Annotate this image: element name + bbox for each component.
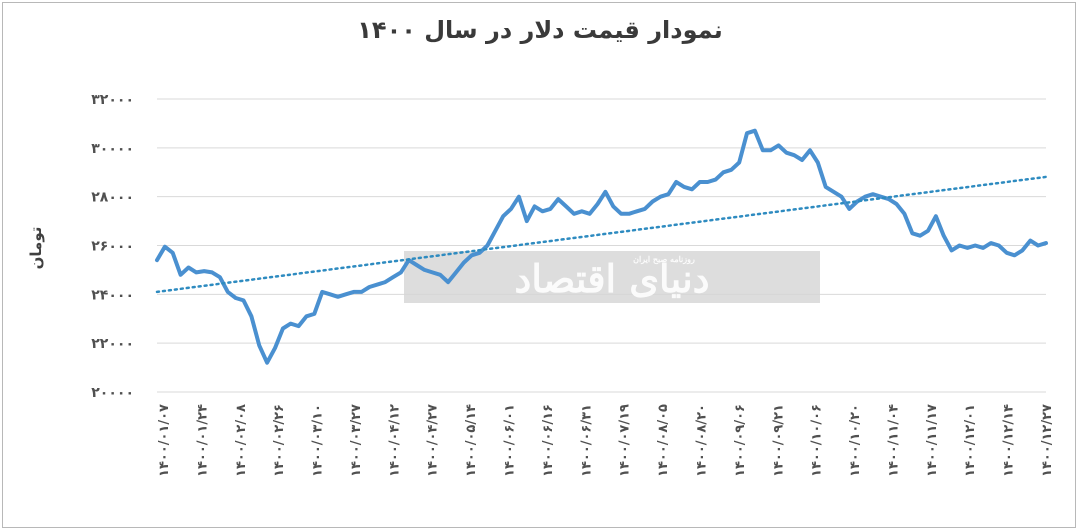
x-tick-label: ۱۴۰۰/۰۶/۱۶ [541, 404, 556, 477]
x-tick-label: ۱۴۰۰/۱۲/۱۴ [1002, 404, 1017, 477]
x-tick-label: ۱۴۰۰/۰۳/۱۰ [311, 404, 326, 477]
x-tick-label: ۱۴۰۰/۰۱/۰۷ [157, 404, 172, 477]
y-tick-label: ۳۲۰۰۰ [91, 92, 134, 108]
x-tick-label: ۱۴۰۰/۰۹/۰۶ [733, 404, 748, 477]
y-tick-label: ۲۸۰۰۰ [91, 190, 134, 206]
x-tick-label: ۱۴۰۰/۰۴/۱۲ [387, 404, 402, 477]
watermark-subtext: روزنامه صبح ایران [633, 254, 695, 265]
x-tick-label: ۱۴۰۰/۱۱/۱۷ [925, 404, 940, 477]
price-line [155, 128, 1048, 365]
x-tick-label: ۱۴۰۰/۰۲/۰۸ [234, 404, 249, 477]
y-tick-labels: ۲۰۰۰۰ ۲۲۰۰۰ ۲۴۰۰۰ ۲۶۰۰۰ ۲۸۰۰۰ ۳۰۰۰۰ ۳۲۰۰۰ [91, 92, 134, 401]
trendline [155, 175, 1048, 294]
x-tick-label: ۱۴۰۰/۰۱/۲۴ [195, 404, 210, 477]
y-tick-label: ۳۰۰۰۰ [91, 141, 134, 157]
x-tick-label: ۱۴۰۰/۱۲/۰۱ [963, 404, 978, 477]
y-tick-label: ۲۲۰۰۰ [91, 336, 134, 352]
y-tick-label: ۲۶۰۰۰ [91, 239, 134, 255]
x-tick-label: ۱۴۰۰/۱۰/۲۰ [848, 404, 863, 477]
y-tick-label: ۲۰۰۰۰ [91, 385, 134, 401]
series-layer [155, 128, 1048, 365]
watermark-box [404, 251, 820, 303]
x-tick-label: ۱۴۰۰/۰۸/۲۰ [694, 404, 709, 477]
x-tick-label: ۱۴۰۰/۰۳/۲۷ [349, 404, 364, 477]
x-tick-label: ۱۴۰۰/۰۶/۰۱ [503, 404, 518, 477]
x-tick-label: ۱۴۰۰/۰۹/۲۱ [771, 404, 786, 477]
x-tick-label: ۱۴۰۰/۰۴/۲۷ [426, 404, 441, 477]
x-tick-label: ۱۴۰۰/۱۲/۲۷ [1040, 404, 1055, 477]
x-tick-label: ۱۴۰۰/۰۶/۳۱ [579, 404, 594, 477]
x-tick-labels: ۱۴۰۰/۰۱/۰۷ ۱۴۰۰/۰۱/۲۴ ۱۴۰۰/۰۲/۰۸ ۱۴۰۰/۰۲/۲۶… [157, 404, 1055, 477]
y-tick-label: ۲۴۰۰۰ [91, 287, 134, 303]
watermark-text: دنیای اقتصاد [514, 256, 709, 301]
chart-title: نمودار قیمت دلار در سال ۱۴۰۰ [357, 16, 723, 44]
x-tick-label: ۱۴۰۰/۰۷/۱۹ [618, 404, 633, 477]
x-tick-label: ۱۴۰۰/۰۵/۱۴ [464, 404, 479, 477]
gridlines [157, 98, 1046, 393]
x-tick-label: ۱۴۰۰/۱۰/۰۶ [810, 404, 825, 477]
x-tick-label: ۱۴۰۰/۰۲/۲۶ [272, 404, 287, 477]
x-tick-label: ۱۴۰۰/۰۸/۰۵ [656, 404, 671, 477]
x-tick-label: ۱۴۰۰/۱۱/۰۴ [886, 404, 901, 477]
watermark-logo: دنیای اقتصاد روزنامه صبح ایران [404, 251, 820, 303]
